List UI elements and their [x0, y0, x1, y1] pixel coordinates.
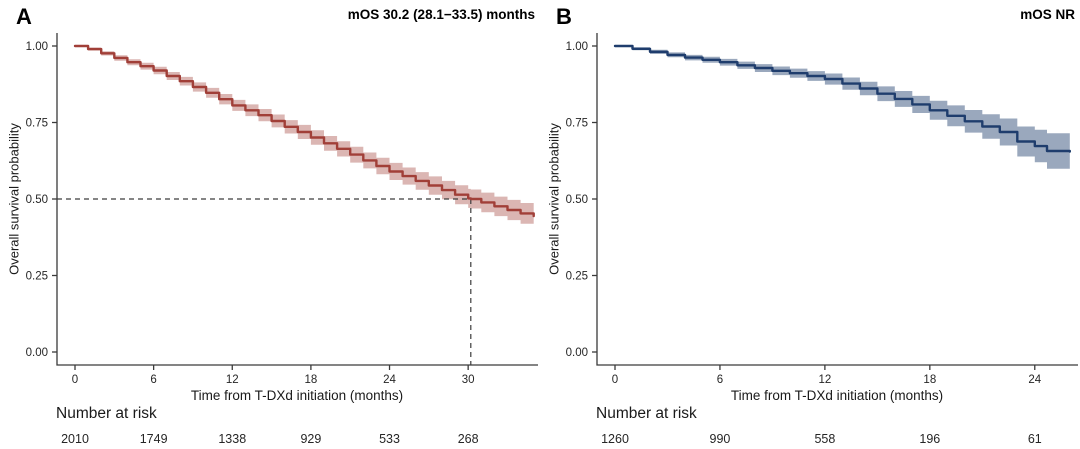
panel-b-y-axis-title: Overall survival probability [546, 123, 562, 275]
panel-b-label: B [556, 4, 572, 29]
risk-count: 196 [919, 432, 940, 446]
x-tick-label: 12 [226, 374, 239, 386]
y-tick-label: 0.00 [26, 347, 48, 359]
panel-a-y-axis-title: Overall survival probability [6, 123, 22, 275]
y-tick-label: 0.25 [26, 271, 48, 283]
y-tick-label: 0.50 [26, 194, 48, 206]
panel-a-number-at-risk-label: Number at risk [56, 405, 157, 422]
risk-count: 929 [300, 432, 321, 446]
x-tick-label: 30 [462, 374, 475, 386]
axis-lines [56, 33, 538, 366]
y-tick-label: 0.25 [566, 271, 588, 283]
x-tick-label: 24 [383, 374, 396, 386]
risk-count: 558 [814, 432, 835, 446]
y-tick-label: 1.00 [566, 41, 588, 53]
panel-b: B mOS NR 0.00 0.25 0.50 0.75 1.00 0 1260 6 990 12… [540, 0, 1080, 449]
risk-count: 1338 [218, 432, 246, 446]
x-tick-label: 0 [612, 374, 618, 386]
confidence-band [615, 46, 1070, 170]
risk-count: 990 [710, 432, 731, 446]
risk-count: 61 [1028, 432, 1042, 446]
risk-count: 1749 [140, 432, 168, 446]
survival-curve [73, 44, 535, 218]
y-tick-label: 0.75 [26, 118, 48, 130]
y-tick-label: 1.00 [26, 41, 48, 53]
panel-b-km-chart: 0.00 0.25 0.50 0.75 1.00 0 1260 6 990 12 558 18 196 2… [566, 33, 1078, 446]
panel-b-x-axis-title: Time from T-DXd initiation (months) [730, 388, 944, 403]
x-tick-label: 18 [304, 374, 317, 386]
axis-lines [596, 33, 1078, 366]
risk-count: 2010 [61, 432, 89, 446]
y-tick-label: 0.75 [566, 118, 588, 130]
panel-a: A mOS 30.2 (28.1−33.5) months 0.00 0.25 0.… [6, 4, 538, 446]
panel-a-label: A [16, 4, 32, 29]
risk-count: 533 [379, 432, 400, 446]
panel-a-km-chart: 0.00 0.25 0.50 0.75 1.00 0 2010 6 1749 12 1338 18 92… [26, 33, 538, 446]
x-tick-label: 0 [72, 374, 78, 386]
x-tick-label: 6 [717, 374, 723, 386]
risk-count: 1260 [601, 432, 629, 446]
x-tick-label: 18 [923, 374, 936, 386]
x-tick-label: 24 [1028, 374, 1041, 386]
x-tick-label: 6 [150, 374, 156, 386]
y-tick-label: 0.00 [566, 347, 588, 359]
y-tick-label: 0.50 [566, 194, 588, 206]
panel-a-x-axis-title: Time from T-DXd initiation (months) [190, 388, 404, 403]
median-reference-dashed-lines [57, 198, 472, 365]
panel-b-median-os-annotation: mOS NR [1020, 7, 1075, 22]
panel-a-median-os-annotation: mOS 30.2 (28.1−33.5) months [347, 7, 535, 22]
risk-count: 268 [458, 432, 479, 446]
survival-curve [613, 44, 1071, 153]
panel-b-number-at-risk-label: Number at risk [596, 405, 697, 422]
x-tick-label: 12 [818, 374, 831, 386]
